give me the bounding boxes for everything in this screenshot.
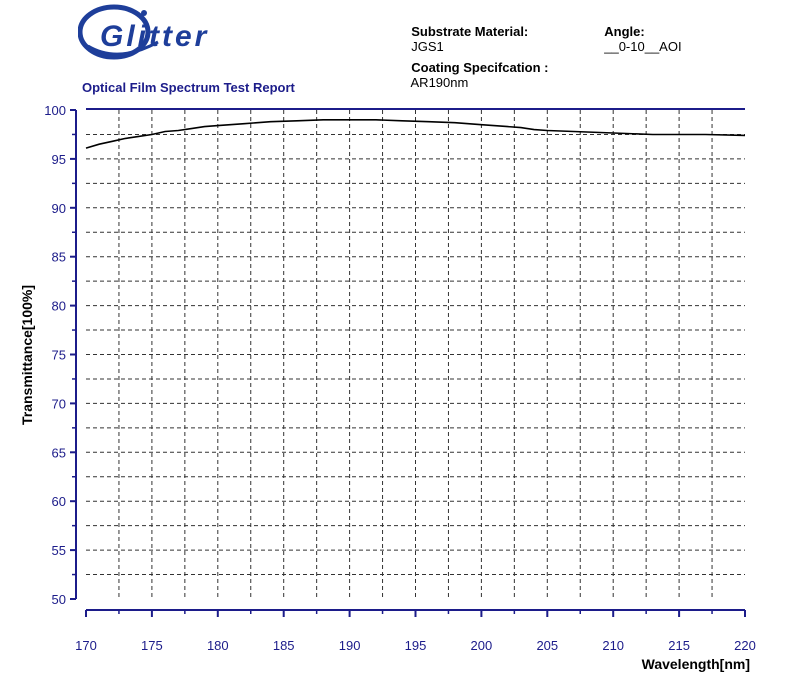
logo-dot bbox=[141, 10, 147, 16]
company-logo: Glitter bbox=[77, 2, 253, 69]
report-title: Optical Film Spectrum Test Report bbox=[82, 80, 295, 95]
y-tick-label: 85 bbox=[52, 250, 66, 265]
y-tick-label: 95 bbox=[52, 152, 66, 167]
x-tick-label: 220 bbox=[734, 638, 756, 653]
y-tick-label: 50 bbox=[52, 592, 66, 607]
x-tick-label: 190 bbox=[339, 638, 361, 653]
x-tick-label: 175 bbox=[141, 638, 163, 653]
angle-info: Angle: __0-10__AOI bbox=[597, 9, 682, 54]
x-tick-label: 200 bbox=[471, 638, 493, 653]
y-tick-label: 60 bbox=[52, 494, 66, 509]
y-tick-label: 75 bbox=[52, 348, 66, 363]
substrate-material: Substrate Material: JGS1 bbox=[404, 9, 528, 54]
transmittance-line bbox=[85, 119, 746, 149]
x-tick-label: 210 bbox=[602, 638, 624, 653]
x-tick-label: 180 bbox=[207, 638, 229, 653]
coating-spec: Coating Specifcation : AR190nm bbox=[404, 45, 549, 90]
coating-value: AR190nm bbox=[410, 75, 469, 90]
y-tick-label: 70 bbox=[52, 396, 66, 411]
logo-arc bbox=[87, 40, 159, 56]
y-tick-label: 65 bbox=[52, 445, 66, 460]
angle-value: __0-10__AOI bbox=[604, 39, 682, 54]
x-tick-label: 215 bbox=[668, 638, 690, 653]
y-tick-label: 80 bbox=[52, 299, 66, 314]
x-axis-label: Wavelength[nm] bbox=[641, 656, 750, 672]
y-tick-label: 55 bbox=[52, 543, 66, 558]
substrate-label: Substrate Material: bbox=[411, 24, 529, 39]
logo-text: Glitter bbox=[100, 20, 209, 53]
y-axis-label: Transmittance[100%] bbox=[19, 284, 35, 426]
angle-label: Angle: bbox=[604, 24, 645, 39]
x-tick-label: 195 bbox=[405, 638, 427, 653]
x-tick-label: 185 bbox=[273, 638, 295, 653]
x-tick-label: 205 bbox=[536, 638, 558, 653]
substrate-value: JGS1 bbox=[411, 39, 444, 54]
y-tick-label: 90 bbox=[52, 201, 66, 216]
x-tick-label: 170 bbox=[75, 638, 97, 653]
coating-label: Coating Specifcation : bbox=[411, 60, 549, 75]
logo-swoosh bbox=[77, 4, 151, 60]
y-tick-label: 100 bbox=[44, 103, 66, 118]
